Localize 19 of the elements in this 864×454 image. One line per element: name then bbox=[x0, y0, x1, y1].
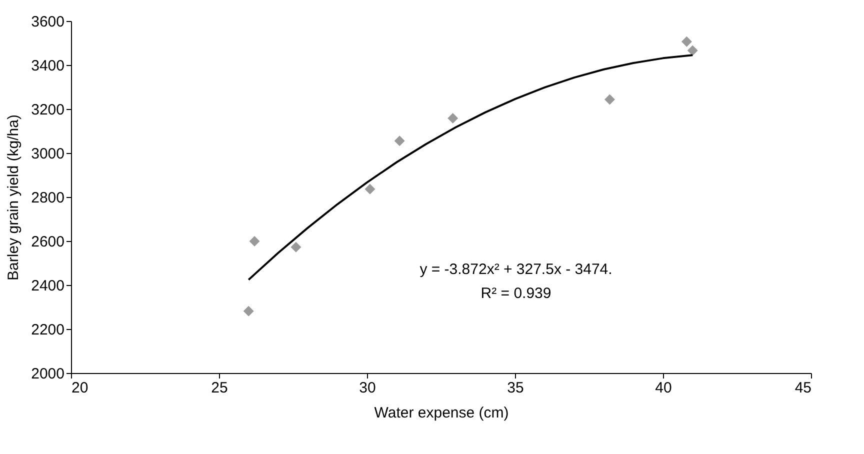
x-axis-title: Water expense (cm) bbox=[374, 404, 509, 422]
annotation: y = -3.872x² + 327.5x - 3474. bbox=[420, 261, 612, 278]
y-tick-label: 2000 bbox=[31, 366, 64, 382]
y-tick-label: 3000 bbox=[31, 146, 64, 162]
y-tick-label: 2400 bbox=[31, 278, 64, 294]
x-tick-label: 40 bbox=[655, 380, 672, 396]
x-tick-label: 35 bbox=[507, 380, 524, 396]
y-tick-label: 3400 bbox=[31, 58, 64, 74]
annotation: R² = 0.939 bbox=[480, 285, 552, 302]
y-tick-label: 2800 bbox=[31, 190, 64, 206]
y-tick-label: 3200 bbox=[31, 102, 64, 118]
x-tick-label: 20 bbox=[72, 380, 88, 396]
y-tick-label: 2600 bbox=[31, 234, 64, 250]
y-tick-label: 2200 bbox=[31, 322, 64, 338]
x-tick-label: 45 bbox=[794, 380, 812, 396]
y-axis-title: Barley grain yield (kg/ha) bbox=[5, 114, 22, 280]
x-tick-label: 30 bbox=[359, 380, 376, 396]
x-tick-label: 25 bbox=[211, 380, 228, 396]
y-tick-label: 3600 bbox=[31, 14, 64, 30]
